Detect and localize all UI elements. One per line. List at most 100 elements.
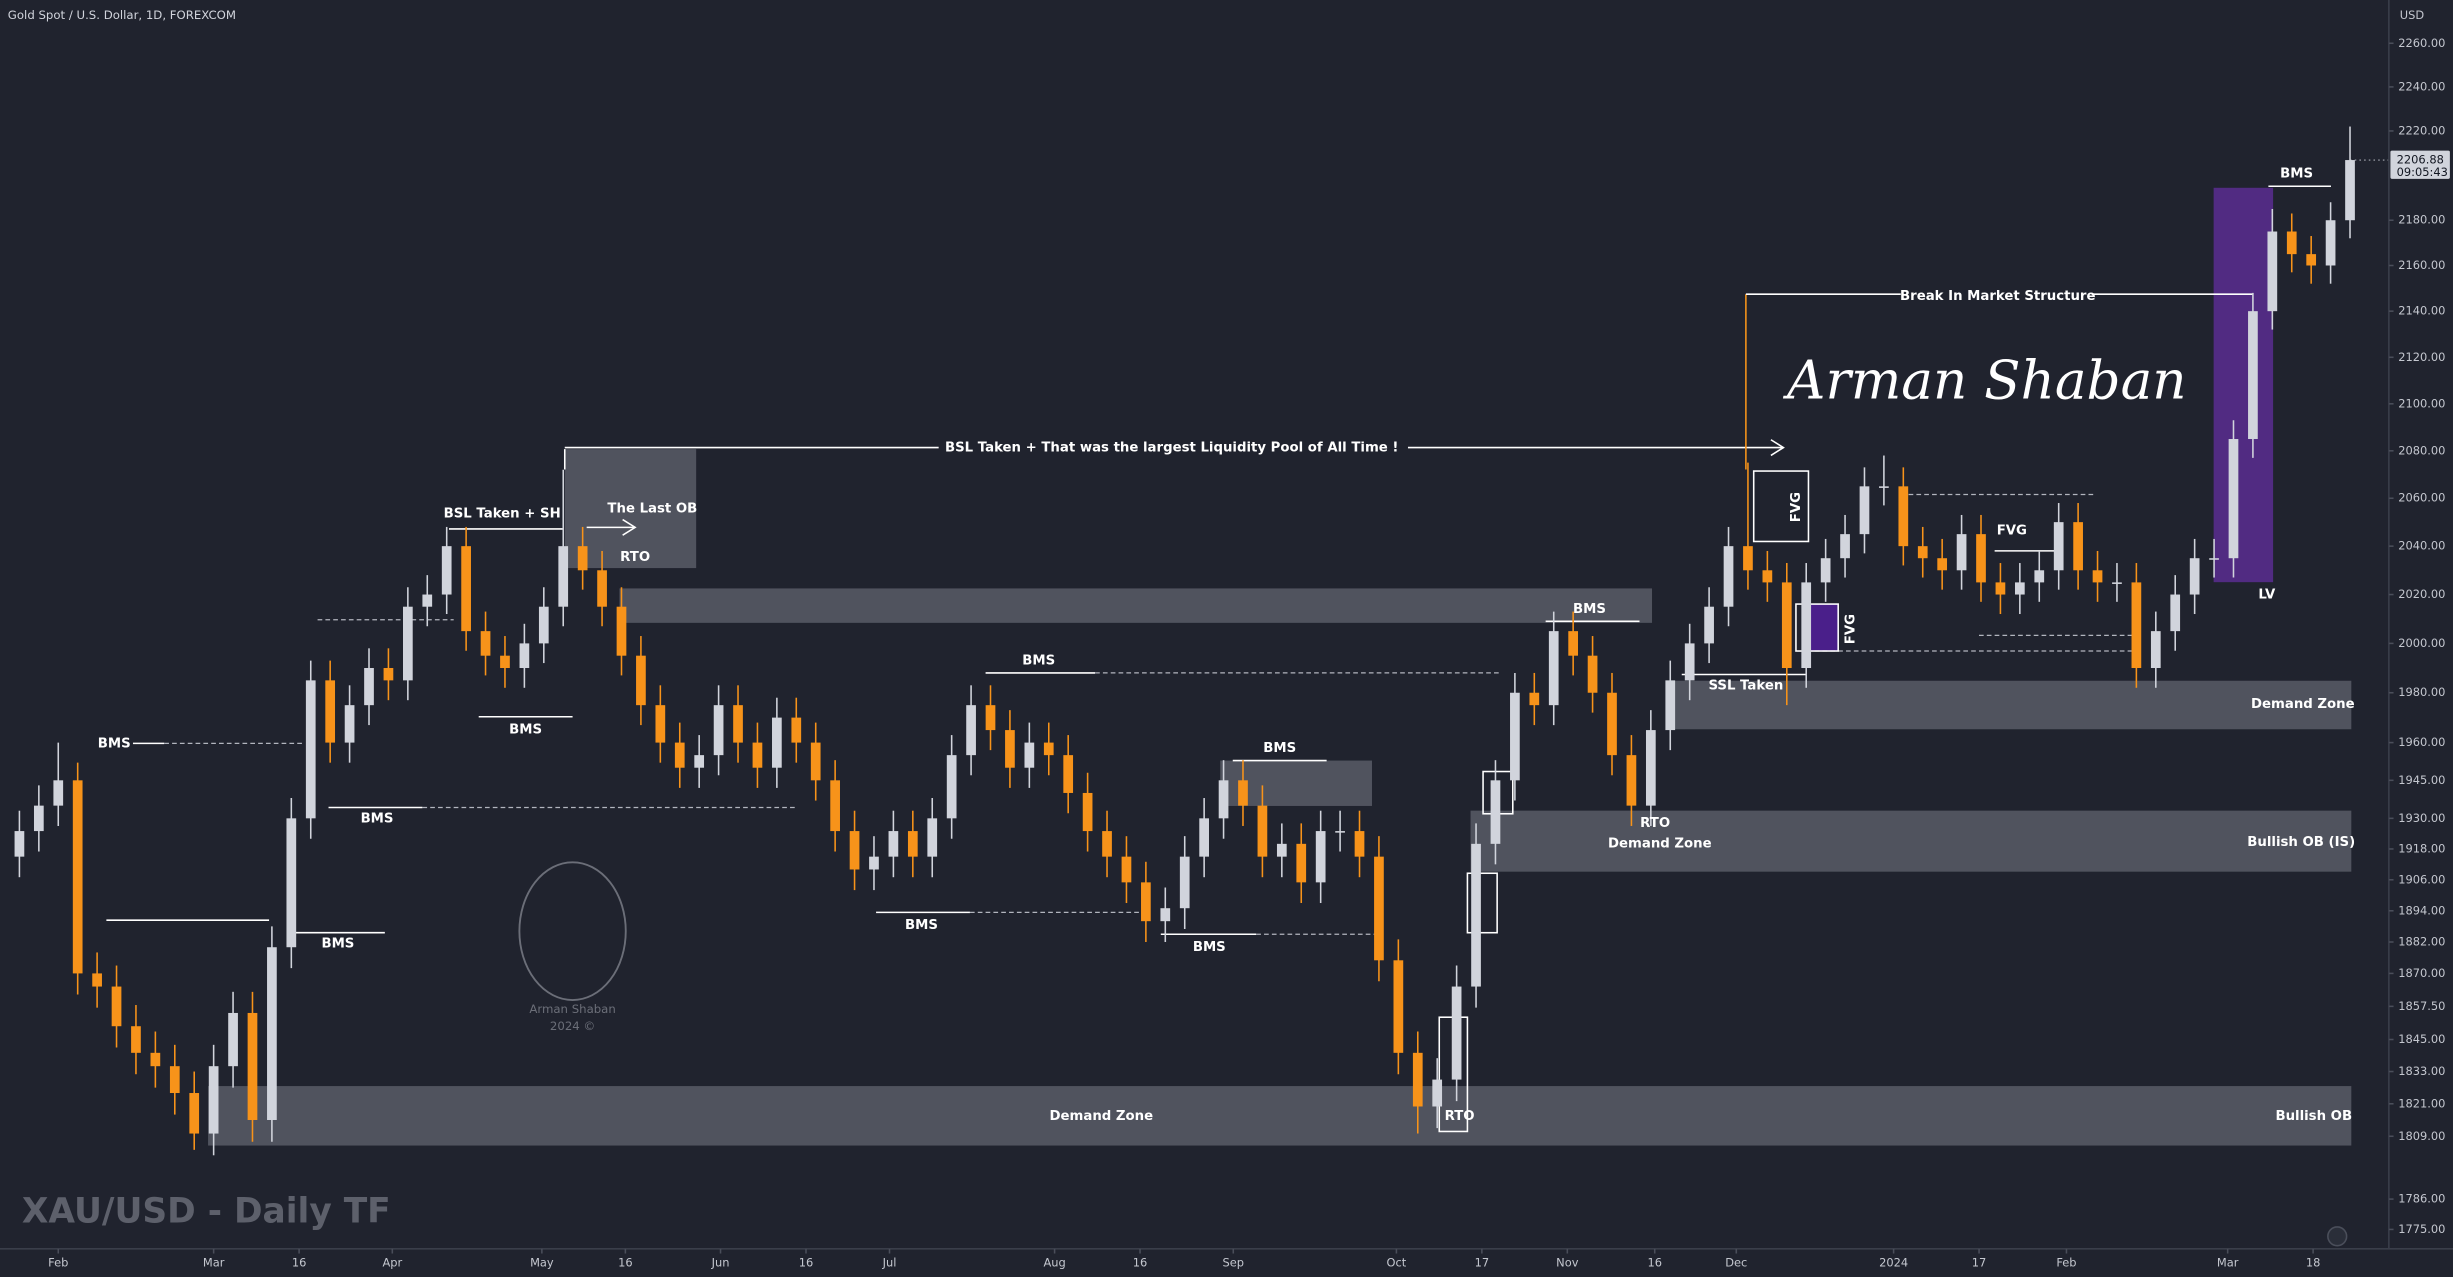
candle-body	[1451, 986, 1462, 1080]
x-tick-label: Feb	[2056, 1255, 2076, 1269]
y-tick-label: 2040.00	[2398, 539, 2445, 553]
annotation: Bullish OB (IS)	[2247, 835, 2355, 850]
candle-body	[1082, 792, 1093, 832]
x-tick-label: 16	[618, 1255, 633, 1269]
annotation: Demand Zone	[2251, 697, 2355, 712]
x-tick-label: 16	[292, 1255, 307, 1269]
y-tick-label: 2220.00	[2398, 123, 2445, 137]
y-tick-label: 2100.00	[2398, 396, 2445, 410]
x-tick-label: 16	[799, 1255, 814, 1269]
candle-body	[169, 1066, 180, 1094]
candle-body	[1510, 692, 1520, 781]
candle-body	[1121, 856, 1132, 883]
candle-body	[2228, 439, 2239, 559]
candle-body	[1490, 780, 1501, 844]
y-tick-label: 1930.00	[2398, 811, 2445, 825]
candle-body	[1937, 558, 1948, 571]
candle-body	[150, 1052, 161, 1067]
annotation: BMS	[1573, 602, 1606, 617]
candle-body	[616, 606, 627, 656]
zone	[619, 588, 1653, 623]
watermark: Arman Shaban	[529, 1002, 615, 1016]
candle-body	[907, 831, 918, 857]
chart-title: Gold Spot / U.S. Dollar, 1D, FOREXCOM	[8, 8, 236, 22]
annotation: BMS	[1263, 741, 1296, 756]
box	[1466, 872, 1498, 934]
candle-body	[713, 705, 724, 756]
candle-body	[500, 655, 510, 669]
candle-body	[383, 668, 394, 681]
y-tick-label: 1918.00	[2398, 841, 2445, 855]
candle-body	[810, 742, 821, 781]
candle-body	[1859, 486, 1870, 535]
candle-body	[558, 546, 569, 607]
candle-body	[305, 680, 316, 819]
price-tag	[2390, 150, 2450, 179]
candle-body	[1568, 631, 1579, 656]
candle-body	[53, 780, 64, 806]
candle-body	[2209, 558, 2219, 560]
candle-body	[14, 831, 25, 857]
y-tick-label: 2120.00	[2398, 350, 2445, 364]
x-tick-label: Jun	[711, 1255, 730, 1269]
candle-body	[538, 606, 549, 644]
y-tick-label: 2060.00	[2398, 491, 2445, 505]
icon[interactable]	[2327, 1226, 2348, 1247]
candle-body	[1374, 856, 1384, 961]
y-tick-label: 1845.00	[2398, 1032, 2445, 1046]
candle-body	[364, 668, 374, 706]
candle-body	[655, 705, 666, 743]
candle-body	[830, 780, 840, 832]
candle-body	[1218, 780, 1229, 819]
candle-body	[1005, 730, 1015, 768]
axes: 2260.00 2240.00 2220.00 2180.00 2160.00 2140.…	[48, 36, 2450, 1269]
candle-body	[2150, 631, 2161, 669]
y-axis-label: USD	[2400, 8, 2425, 22]
annotation: BMS	[2280, 167, 2313, 182]
candle-body	[1315, 831, 1326, 883]
watermark-icon	[518, 861, 627, 1001]
candle-body	[1704, 606, 1714, 644]
candle-body	[2267, 231, 2278, 312]
annotation: BMS	[98, 736, 131, 751]
candle-body	[1743, 546, 1753, 571]
annotation: BMS	[1022, 653, 1055, 668]
y-tick-label: 1833.00	[2398, 1064, 2445, 1078]
candle-body	[1529, 692, 1540, 706]
y-tick-label: 1775.00	[2398, 1222, 2445, 1236]
candle-body	[869, 856, 879, 870]
x-tick-label: Feb	[48, 1255, 68, 1269]
candle-body	[888, 831, 899, 857]
x-tick-label: Dec	[1725, 1255, 1747, 1269]
candle-body	[946, 755, 957, 819]
candle-body	[1917, 546, 1928, 559]
candle-body	[1665, 680, 1676, 731]
x-tick-label: Sep	[1223, 1255, 1244, 1269]
candle-body	[1781, 582, 1792, 669]
y-tick-label: 1980.00	[2398, 685, 2445, 699]
candle-body	[1607, 692, 1617, 756]
candle-body	[1354, 831, 1365, 857]
candle-body	[2112, 582, 2122, 584]
candle-body	[694, 755, 705, 768]
y-tick-label: 2080.00	[2398, 443, 2445, 457]
candle-body	[752, 742, 763, 768]
y-tick-label: 1894.00	[2398, 903, 2445, 917]
candle-body	[2170, 594, 2181, 632]
countdown: 09:05:43	[2397, 165, 2448, 179]
annotation: FVG	[1997, 524, 2027, 539]
candle-body	[1141, 882, 1151, 922]
candle-body	[772, 717, 782, 768]
candle-body	[1956, 534, 1967, 571]
price-tag-label: 2206.88	[2397, 153, 2444, 167]
candle-body	[597, 570, 607, 607]
candle-body	[1840, 534, 1850, 559]
y-tick-label: 1906.00	[2398, 872, 2445, 886]
y-tick-label: 2000.00	[2398, 636, 2445, 650]
candle-body	[1335, 831, 1345, 833]
candle-body	[33, 805, 44, 832]
candle-body	[1024, 742, 1035, 768]
y-tick-label: 2140.00	[2398, 304, 2445, 318]
candle-body	[1471, 843, 1481, 987]
